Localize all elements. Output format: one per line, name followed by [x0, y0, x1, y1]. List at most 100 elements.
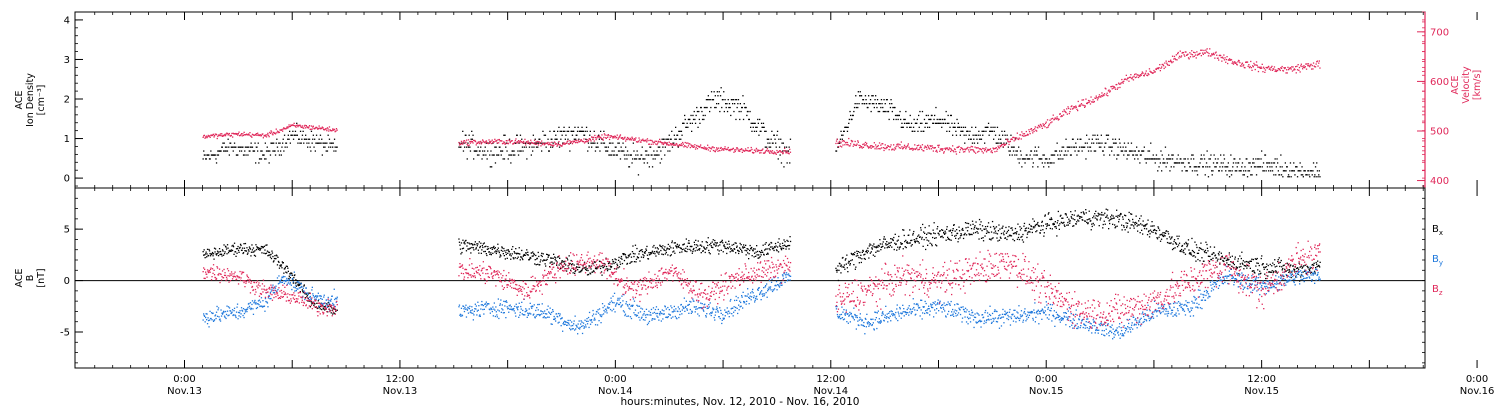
data-point	[675, 245, 677, 247]
data-point	[241, 249, 243, 251]
data-point	[258, 248, 261, 250]
data-point	[898, 114, 900, 117]
data-point	[1220, 56, 1222, 59]
data-point	[896, 114, 899, 117]
data-point	[657, 248, 659, 250]
data-point	[1118, 154, 1120, 156]
data-point	[903, 229, 905, 231]
data-point	[639, 260, 641, 262]
data-point	[205, 253, 207, 255]
data-point	[905, 110, 907, 113]
data-point	[776, 250, 778, 252]
data-point	[323, 142, 325, 144]
data-point	[594, 142, 596, 144]
data-point	[513, 142, 515, 144]
data-point	[1073, 214, 1075, 216]
data-point	[837, 142, 839, 144]
data-point	[534, 259, 536, 261]
data-point	[1002, 145, 1004, 148]
data-point	[1085, 209, 1087, 211]
data-point	[224, 133, 226, 136]
data-point	[520, 150, 522, 152]
data-point	[272, 150, 274, 152]
data-point	[526, 158, 528, 160]
data-point	[1005, 142, 1008, 144]
data-point	[974, 146, 976, 148]
data-point	[480, 252, 482, 254]
data-point	[1222, 57, 1224, 59]
data-point	[1124, 78, 1126, 80]
data-point	[248, 250, 250, 252]
data-point	[1035, 129, 1037, 132]
data-point	[654, 247, 657, 249]
data-point	[309, 306, 311, 308]
data-point	[946, 122, 949, 124]
data-point	[740, 110, 742, 113]
data-point	[763, 254, 765, 256]
data-point	[1073, 146, 1076, 148]
data-point	[702, 114, 704, 117]
data-point	[223, 252, 226, 255]
data-point	[496, 139, 498, 142]
data-point	[706, 247, 708, 249]
data-point	[1048, 224, 1050, 226]
data-point	[1038, 158, 1040, 160]
data-point	[1252, 65, 1254, 67]
data-point	[739, 150, 741, 152]
data-point	[535, 143, 538, 145]
data-point	[1012, 146, 1014, 148]
data-point	[688, 143, 690, 145]
data-point	[460, 253, 462, 255]
data-point	[538, 255, 540, 258]
data-point	[744, 246, 746, 248]
data-point	[751, 148, 753, 151]
data-point	[514, 139, 516, 142]
data-point	[902, 229, 904, 231]
data-point	[1205, 51, 1208, 53]
data-point	[744, 106, 746, 109]
data-point	[301, 125, 304, 127]
data-point	[246, 133, 248, 135]
data-point	[1098, 94, 1101, 96]
data-point	[707, 144, 709, 146]
data-point	[1089, 100, 1091, 102]
data-point	[549, 142, 551, 144]
data-point	[225, 246, 227, 248]
data-point	[1100, 217, 1102, 219]
data-point	[1047, 224, 1049, 226]
data-point	[1154, 71, 1156, 73]
data-point	[1257, 166, 1260, 168]
data-point	[963, 234, 966, 236]
data-point	[548, 144, 550, 146]
data-point	[771, 152, 773, 154]
data-point	[772, 142, 774, 144]
data-point	[1208, 158, 1210, 160]
data-point	[210, 150, 212, 152]
data-point	[738, 110, 740, 113]
data-point	[517, 142, 519, 144]
data-point	[1016, 231, 1018, 233]
data-point	[1127, 222, 1129, 224]
data-point	[1074, 210, 1076, 212]
data-point	[968, 151, 970, 153]
data-point	[1098, 146, 1101, 148]
data-point	[1059, 223, 1061, 225]
data-point	[267, 132, 269, 134]
data-point	[703, 146, 706, 148]
data-point	[294, 125, 296, 127]
data-point	[1033, 154, 1035, 156]
data-point	[1045, 227, 1047, 230]
data-point	[221, 249, 224, 251]
data-point	[285, 127, 288, 129]
data-point	[563, 142, 565, 144]
data-point	[602, 266, 605, 269]
data-point	[616, 263, 618, 265]
data-point	[899, 144, 901, 146]
data-point	[853, 143, 855, 145]
data-point	[239, 150, 241, 152]
data-point	[722, 99, 724, 101]
data-point	[203, 150, 205, 152]
data-point	[1200, 154, 1202, 156]
data-point	[306, 296, 308, 298]
data-point	[1027, 227, 1030, 229]
